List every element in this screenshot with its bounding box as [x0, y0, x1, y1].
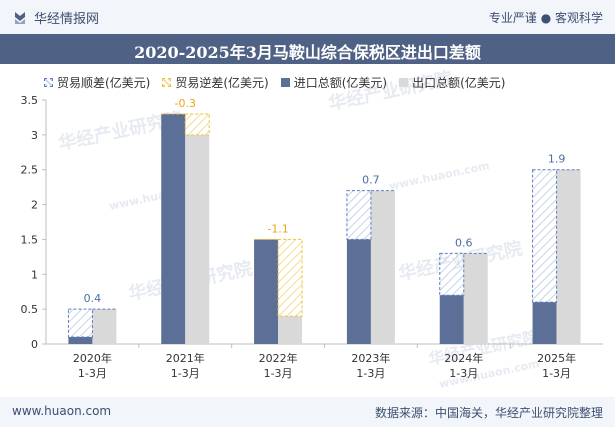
bar-import — [161, 113, 186, 344]
data-label-balance: 1.9 — [548, 153, 566, 166]
y-tick-label: 1.5 — [21, 233, 39, 246]
bar-export — [463, 253, 488, 344]
bar-import — [68, 337, 93, 344]
legend-item-export: 出口总额(亿美元) — [399, 74, 506, 91]
bar-export — [278, 316, 303, 344]
data-source: 数据来源：中国海关，华经产业研究院整理 — [374, 406, 603, 420]
x-tick-label: 2020年 — [73, 351, 112, 365]
y-tick-label: 3 — [31, 129, 38, 142]
data-label-balance: 0.6 — [455, 236, 473, 249]
y-tick-label: 1 — [31, 268, 38, 281]
x-tick-label: 2021年 — [166, 351, 205, 365]
y-tick-label: 2.5 — [21, 164, 39, 177]
bar-deficit — [184, 113, 210, 136]
data-label-balance: 0.7 — [362, 174, 380, 187]
bar-export — [370, 190, 395, 344]
bar-surplus — [439, 252, 465, 296]
x-tick-label: 2022年 — [259, 351, 298, 365]
brand[interactable]: 华经情报网 — [12, 8, 99, 27]
chart-title: 2020-2025年3月马鞍山综合保税区进出口差额 — [134, 43, 481, 62]
x-tick-label: 2025年 — [537, 351, 576, 365]
y-tick-label: 0 — [31, 338, 38, 351]
watermark-url: www.huaon.com — [388, 159, 491, 193]
x-tick-label: 1-3月 — [264, 367, 293, 380]
data-label-balance: -1.1 — [267, 222, 288, 235]
footer: www.huaon.com 数据来源：中国海关，华经产业研究院整理 — [0, 397, 615, 427]
bar-export — [556, 169, 581, 344]
x-tick-label: 2023年 — [351, 351, 390, 365]
chart-svg: 华经产业研究院华经产业研究院华经产业研究院华经产业研究院华经产业研究院www.h… — [21, 67, 603, 391]
bar-import — [532, 302, 557, 344]
bar-deficit — [277, 238, 303, 317]
tagline: 专业严谨 ● 客观科学 — [488, 11, 603, 25]
legend-label-export: 出口总额(亿美元) — [412, 76, 506, 90]
bar-import — [254, 239, 279, 344]
x-tick-label: 1-3月 — [78, 367, 107, 380]
legend-item-import: 进口总额(亿美元) — [280, 74, 388, 91]
x-tick-label: 2024年 — [444, 351, 483, 365]
website-link[interactable]: www.huaon.com — [12, 404, 112, 418]
bar-export — [185, 134, 210, 344]
legend-label-import: 进口总额(亿美元) — [293, 76, 388, 90]
bar-surplus — [532, 169, 558, 303]
bar-surplus — [346, 190, 372, 240]
legend-item-surplus: 贸易顺差(亿美元) — [44, 74, 150, 91]
y-tick-label: 3.5 — [21, 94, 39, 107]
y-tick-label: 2 — [31, 199, 38, 212]
legend-swatch-surplus — [44, 78, 53, 87]
data-label-balance: -0.3 — [175, 97, 196, 110]
top-bar: 华经情报网 专业严谨 ● 客观科学 — [0, 0, 615, 34]
x-tick-label: 1-3月 — [356, 367, 385, 380]
data-label-balance: 0.4 — [84, 292, 102, 305]
legend-label-deficit: 贸易逆差(亿美元) — [175, 76, 269, 90]
x-tick-label: 1-3月 — [542, 367, 571, 380]
logo-icon — [15, 11, 25, 24]
x-tick-label: 1-3月 — [449, 367, 478, 380]
legend-swatch-import — [280, 78, 290, 87]
legend-item-deficit: 贸易逆差(亿美元) — [162, 74, 269, 91]
brand-name: 华经情报网 — [34, 12, 100, 27]
legend: 贸易顺差(亿美元) 贸易逆差(亿美元) 进口总额(亿美元) 出口总额(亿美元) — [44, 74, 518, 91]
legend-swatch-deficit — [162, 78, 172, 87]
title-bar: 2020-2025年3月马鞍山综合保税区进出口差额 — [0, 34, 615, 64]
bar-import — [346, 239, 371, 344]
bar-import — [439, 295, 464, 344]
bar-export — [92, 309, 117, 344]
x-tick-label: 1-3月 — [171, 367, 200, 380]
y-tick-label: 0.5 — [21, 303, 39, 316]
legend-swatch-export — [399, 78, 409, 87]
legend-label-surplus: 贸易顺差(亿美元) — [57, 76, 151, 90]
bar-surplus — [67, 308, 93, 338]
